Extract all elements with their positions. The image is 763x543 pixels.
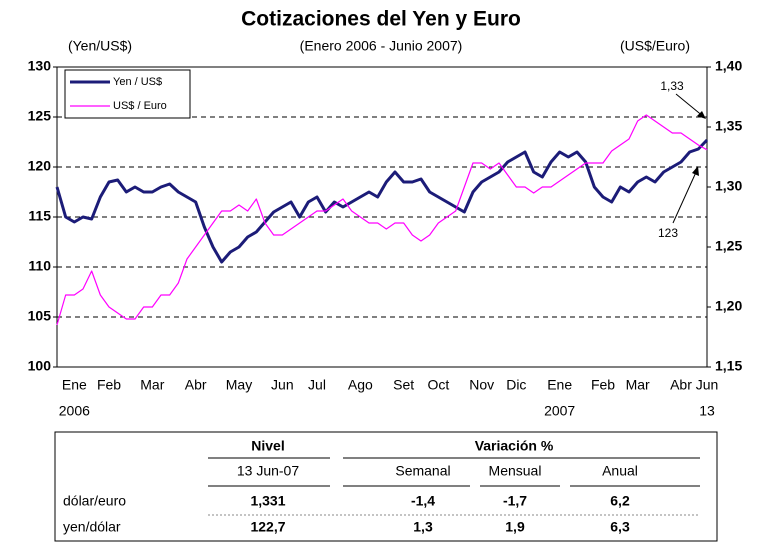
table-frame [54, 431, 718, 542]
table-cell: 1,331 [250, 493, 285, 509]
table-cell: 1,3 [413, 519, 433, 535]
y-tick-label: 105 [28, 308, 52, 324]
x-tick-label-2: 2006 [59, 403, 90, 419]
x-tick-label: Ene [62, 377, 87, 393]
table-cell: -1,7 [503, 493, 527, 509]
table-header: Nivel [251, 438, 284, 454]
y2-tick-label: 1,15 [715, 358, 742, 374]
table-subheader: Semanal [395, 463, 450, 479]
x-tick-label-2: 13 [699, 403, 715, 419]
table-cell: dólar/euro [63, 493, 126, 509]
table-cell: 6,2 [610, 493, 630, 509]
arrow-head [697, 111, 706, 119]
legend-label: US$ / Euro [113, 100, 167, 112]
chart-title: Cotizaciones del Yen y Euro [241, 8, 521, 31]
x-tick-label: Jun [271, 377, 294, 393]
legend-box [64, 69, 191, 119]
x-tick-label: Ago [348, 377, 373, 393]
legend-label: Yen / US$ [113, 76, 162, 88]
x-tick-label: Feb [591, 377, 615, 393]
y-tick-label: 125 [28, 108, 52, 124]
y2-tick-label: 1,35 [715, 118, 742, 134]
x-tick-label: Mar [140, 377, 164, 393]
y-tick-label: 100 [28, 358, 52, 374]
y-tick-label: 130 [28, 58, 52, 74]
table-subheader: 13 Jun-07 [237, 463, 299, 479]
x-tick-label: Mar [626, 377, 650, 393]
annotation: 1,33 [660, 79, 684, 93]
table-cell: yen/dólar [63, 519, 121, 535]
table-cell: 122,7 [250, 519, 285, 535]
annotation: 123 [658, 226, 678, 240]
series-line [56, 114, 708, 326]
x-tick-label: Feb [97, 377, 121, 393]
table-cell: 6,3 [610, 519, 630, 535]
y2-axis-label: (US$/Euro) [620, 38, 690, 54]
x-tick-label: Nov [469, 377, 494, 393]
table: Nivel Variación % 13 Jun-07 Semanal Mens… [54, 431, 718, 542]
y-axis-label: (Yen/US$) [68, 38, 132, 54]
y-tick-label: 115 [28, 208, 51, 224]
arrow-head [692, 166, 699, 176]
x-tick-label-2: 2007 [544, 403, 575, 419]
x-tick-label: Jun [696, 377, 719, 393]
y2-tick-label: 1,20 [715, 298, 742, 314]
arrow [675, 93, 705, 118]
y2-tick-label: 1,25 [715, 238, 742, 254]
x-tick-label: Jul [308, 377, 326, 393]
x-tick-label: Abr [185, 377, 207, 393]
table-cell: 1,9 [505, 519, 525, 535]
x-tick-label: Ene [547, 377, 572, 393]
y2-tick-label: 1,40 [715, 58, 742, 74]
chart-subtitle: (Enero 2006 - Junio 2007) [300, 38, 463, 54]
table-cell: -1,4 [411, 493, 435, 509]
series-line [55, 138, 709, 264]
x-tick-label: Oct [427, 377, 449, 393]
x-tick-label: Dic [506, 377, 526, 393]
x-tick-label: May [226, 377, 252, 393]
x-tick-label: Abr [670, 377, 692, 393]
table-subheader: Mensual [489, 463, 542, 479]
table-header: Variación % [475, 438, 554, 454]
annotations: 1,33 123 [658, 79, 706, 240]
y-tick-label: 120 [28, 158, 52, 174]
arrow [672, 169, 698, 224]
y2-tick-label: 1,30 [715, 178, 742, 194]
table-subheader: Anual [602, 463, 638, 479]
y-tick-label: 110 [28, 258, 51, 274]
x-tick-label: Set [393, 377, 414, 393]
